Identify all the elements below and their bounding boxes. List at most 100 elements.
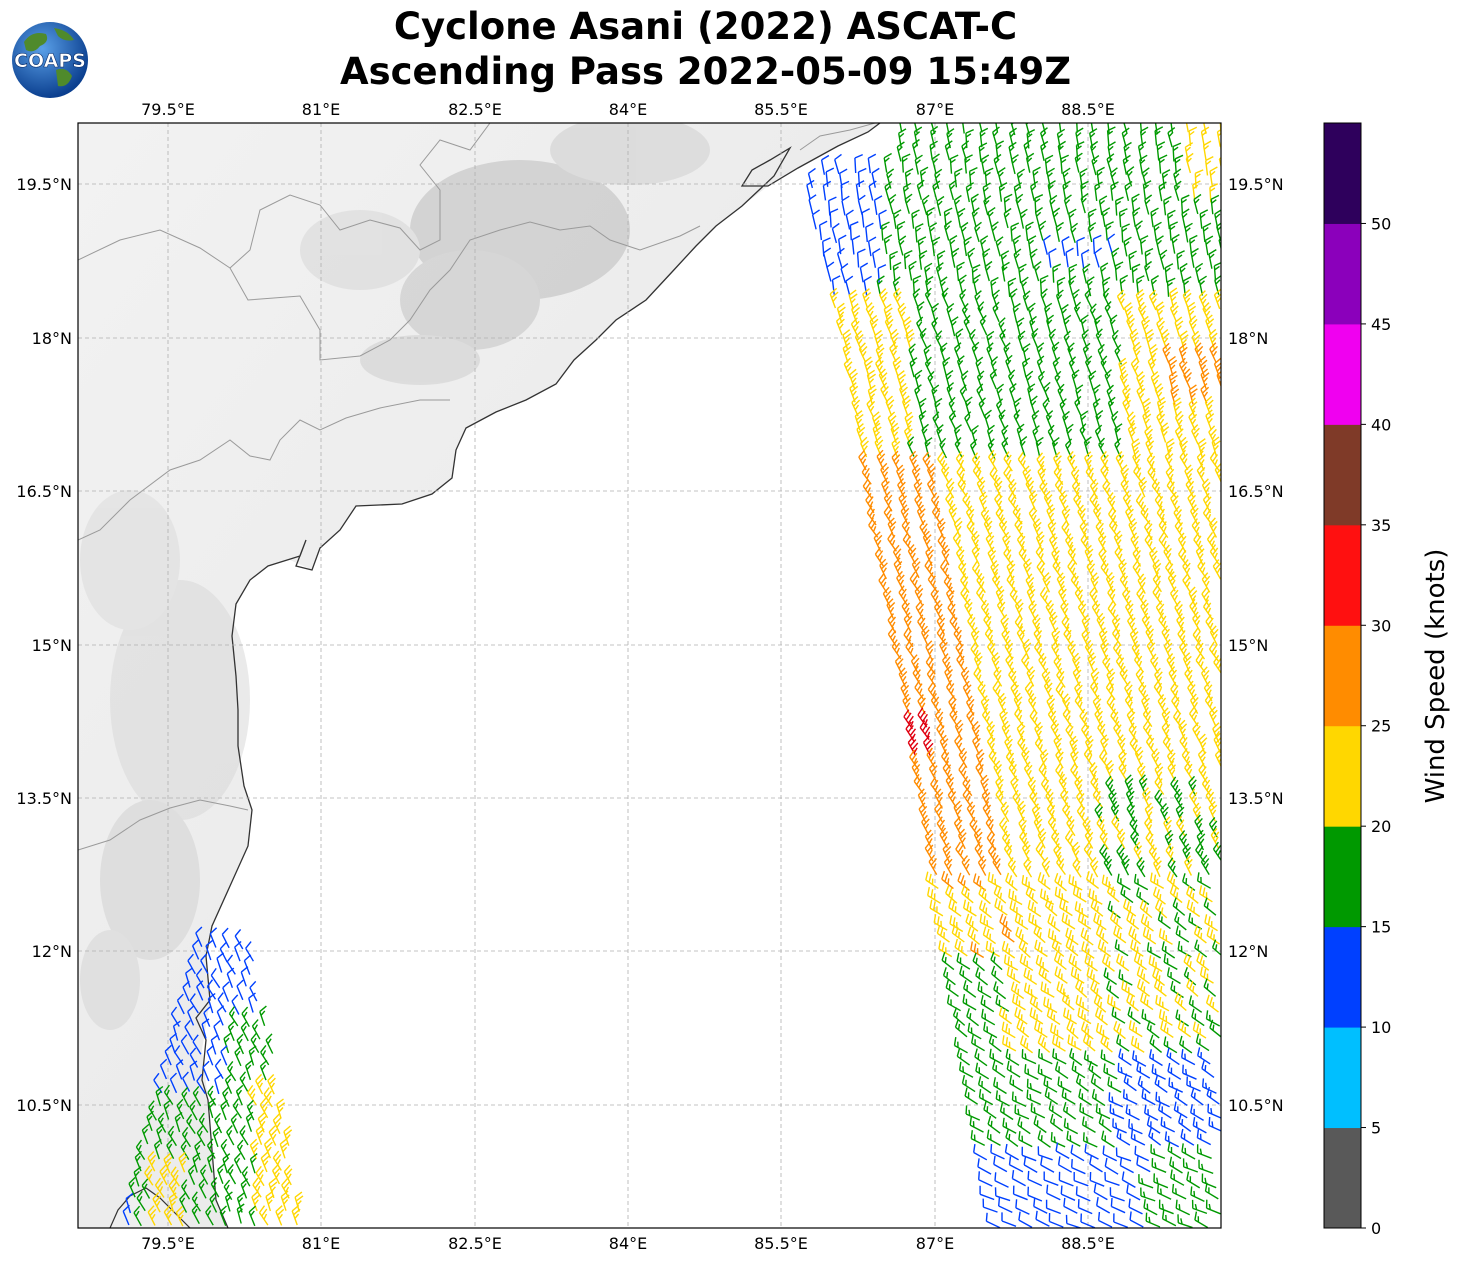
wind-barb xyxy=(1077,504,1086,526)
wind-barb xyxy=(1154,123,1158,135)
wind-barb xyxy=(983,517,993,538)
wind-barb xyxy=(206,1045,214,1066)
wind-barb xyxy=(1182,652,1192,673)
wind-barb xyxy=(1061,912,1076,930)
wind-barb xyxy=(1184,222,1193,243)
wind-barb xyxy=(168,1192,178,1213)
wind-barb xyxy=(1133,952,1148,971)
wind-barb xyxy=(999,1102,1014,1121)
wind-barb xyxy=(1196,450,1206,471)
wind-barb xyxy=(971,341,980,363)
wind-barb xyxy=(196,980,204,1001)
wind-barb xyxy=(1174,154,1184,174)
wind-barb xyxy=(1132,559,1142,580)
wind-barb xyxy=(960,666,970,688)
wind-barb xyxy=(884,180,893,202)
wind-barb xyxy=(822,180,832,201)
wind-barb xyxy=(1098,437,1107,459)
wind-barb xyxy=(1017,1116,1031,1135)
wind-barb xyxy=(891,639,902,660)
wind-barb xyxy=(869,314,879,336)
wind-barb xyxy=(234,940,242,962)
colorbar-segment xyxy=(1324,524,1361,626)
wind-barb xyxy=(260,1044,270,1066)
wind-barb xyxy=(1194,342,1204,363)
wind-barb xyxy=(1067,450,1076,472)
wind-barb xyxy=(937,533,948,554)
wind-barb xyxy=(166,1138,175,1160)
wind-barb xyxy=(1143,1199,1158,1216)
lat-tick-label: 10.5°N xyxy=(16,1096,72,1115)
wind-barb xyxy=(1081,1116,1096,1134)
wind-barb xyxy=(1008,667,1018,688)
wind-barb xyxy=(122,1204,130,1226)
wind-barb xyxy=(1019,953,1034,971)
wind-barb xyxy=(1181,208,1190,229)
wind-barb xyxy=(1021,1146,1037,1162)
wind-barb xyxy=(1031,803,1041,824)
wind-barb xyxy=(1107,994,1122,1012)
wind-barb xyxy=(1173,180,1182,202)
wind-barb xyxy=(976,476,986,498)
wind-barb xyxy=(1125,1104,1140,1121)
wind-barb xyxy=(983,1101,997,1119)
wind-barb xyxy=(263,1137,273,1159)
wind-barb xyxy=(1184,855,1193,876)
wind-barb xyxy=(972,274,981,295)
wind-barb xyxy=(1131,640,1141,662)
wind-barb xyxy=(1178,342,1188,364)
wind-barb xyxy=(1040,1156,1055,1173)
wind-barb xyxy=(1066,815,1076,837)
wind-barb xyxy=(955,328,964,349)
wind-barb xyxy=(939,342,948,363)
wind-barb xyxy=(1152,559,1162,580)
wind-barb xyxy=(144,1165,154,1186)
wind-barb xyxy=(1144,802,1154,824)
wind-barb xyxy=(1016,1019,1030,1038)
wind-barb xyxy=(876,275,885,296)
wind-barb xyxy=(1132,341,1142,363)
wind-barb xyxy=(971,530,980,552)
wind-barb xyxy=(1192,722,1201,743)
wind-barb xyxy=(971,544,981,565)
wind-barb xyxy=(1014,1104,1030,1120)
wind-barb xyxy=(956,261,965,282)
wind-barb xyxy=(966,518,977,540)
wind-barb xyxy=(213,1020,221,1041)
lon-tick-label: 85.5°E xyxy=(754,1234,808,1253)
wind-barb xyxy=(1043,1171,1059,1186)
wind-barb xyxy=(959,965,973,984)
wind-barb xyxy=(1044,154,1054,175)
wind-barb xyxy=(1063,1197,1078,1214)
wind-barb xyxy=(917,788,927,809)
wind-barb xyxy=(1202,1078,1217,1094)
wind-barb xyxy=(860,436,869,458)
wind-barb xyxy=(1182,1158,1199,1173)
wind-barb xyxy=(1036,452,1046,473)
wind-barb xyxy=(1191,1199,1208,1215)
wind-barb xyxy=(882,586,892,608)
wind-barb xyxy=(1077,600,1087,621)
wind-barb xyxy=(279,1138,289,1159)
wind-barb xyxy=(1059,899,1073,917)
wind-barb xyxy=(1051,627,1061,648)
wind-barb xyxy=(1090,774,1101,795)
wind-barb xyxy=(1047,814,1058,835)
wind-barb xyxy=(1211,939,1221,956)
wind-barb xyxy=(1017,735,1027,756)
wind-barb xyxy=(862,288,872,309)
wind-barb xyxy=(949,707,959,728)
wind-barb xyxy=(1206,927,1220,945)
wind-barb xyxy=(918,802,928,823)
wind-barb xyxy=(1197,747,1207,769)
wind-barb xyxy=(936,924,950,943)
wind-barb xyxy=(1023,761,1033,782)
wind-barb xyxy=(1186,978,1199,997)
wind-barb xyxy=(999,913,1012,933)
wind-barb xyxy=(831,222,840,244)
wind-barb xyxy=(1063,194,1072,215)
wind-barb xyxy=(1183,953,1196,973)
wind-barb xyxy=(840,263,849,284)
wind-barb xyxy=(1106,126,1116,146)
